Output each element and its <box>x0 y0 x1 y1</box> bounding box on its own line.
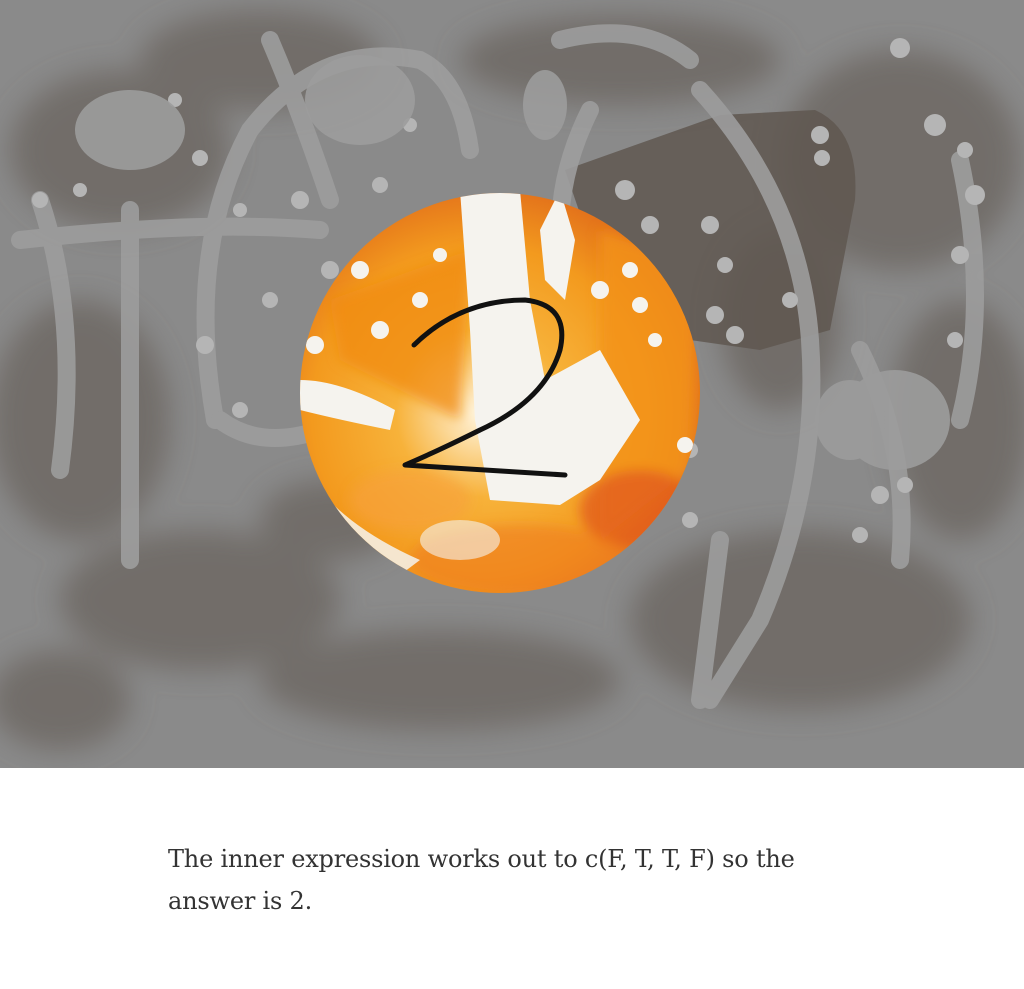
watercolor-artwork <box>0 10 1024 750</box>
numeral-2-stroke <box>402 297 568 478</box>
numeral-orb <box>300 193 700 593</box>
answer-caption: The inner expression works out to c(F, T… <box>168 845 795 915</box>
gray-blobs <box>75 55 950 470</box>
scattered-dots <box>32 38 985 543</box>
hero-illustration <box>0 0 1024 768</box>
